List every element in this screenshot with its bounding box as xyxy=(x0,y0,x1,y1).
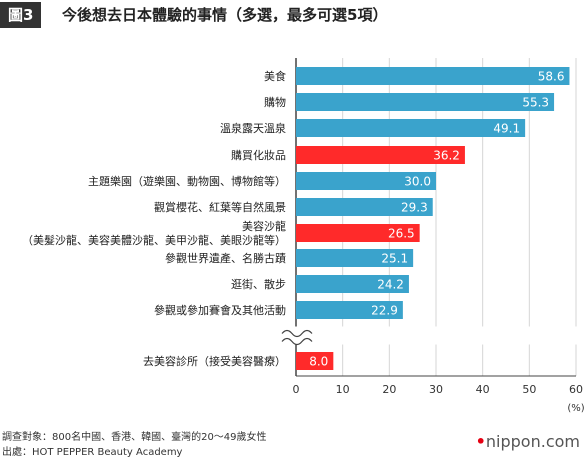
survey-note: 調查對象：800名中國、香港、韓國、臺灣的20～49歲女性 xyxy=(2,432,267,443)
category-label: 美食 xyxy=(264,69,286,83)
category-label: 主題樂園（遊樂園、動物園、博物館等） xyxy=(88,174,286,188)
axis-break-squiggle-icon xyxy=(281,337,313,346)
bar xyxy=(296,198,433,216)
brand-dot-icon: • xyxy=(475,432,486,451)
bar-value-label: 29.3 xyxy=(401,201,428,215)
bar xyxy=(296,249,414,267)
category-label: 參觀或參加賽會及其他活動 xyxy=(154,303,286,317)
category-label: 美容沙龍 xyxy=(242,219,286,233)
chart-footer: 調查對象：800名中國、香港、韓國、臺灣的20～49歲女性 出處：HOT PEP… xyxy=(0,428,584,459)
x-tick-label: 10 xyxy=(336,383,350,396)
figure-number-badge: 圖3 xyxy=(0,2,42,28)
bar-value-label: 8.0 xyxy=(309,355,328,369)
bar xyxy=(296,275,409,293)
bar-value-label: 22.9 xyxy=(371,304,398,318)
bar-value-label: 49.1 xyxy=(493,122,520,136)
category-label: 溫泉露天溫泉 xyxy=(220,121,286,135)
category-label: 去美容診所（接受美容醫療） xyxy=(143,354,286,368)
category-label: 逛街、散步 xyxy=(231,277,286,291)
bar xyxy=(296,301,403,319)
brand-logo[interactable]: •nippon.com xyxy=(476,432,580,451)
bar-value-label: 55.3 xyxy=(522,96,549,110)
category-label: 參觀世界遺產、名勝古蹟 xyxy=(165,251,286,265)
bar-value-label: 30.0 xyxy=(404,175,431,189)
bar-chart: 0 10 20 30 40 50 60 (%) 58.6 美食 55.3 購物 49.1 溫泉露天溫泉 36… xyxy=(22,58,584,414)
bar xyxy=(296,119,526,137)
category-label: 購物 xyxy=(264,95,286,109)
bar-value-label: 36.2 xyxy=(433,149,460,163)
x-axis-unit-label: (%) xyxy=(567,403,584,414)
axis-break-gap xyxy=(288,326,580,345)
bar xyxy=(296,172,436,190)
x-tick-label: 20 xyxy=(382,383,396,396)
category-label: 購買化妝品 xyxy=(231,148,286,162)
brand-text: nippon.com xyxy=(485,432,580,451)
x-tick-label: 40 xyxy=(476,383,490,396)
bar-value-label: 26.5 xyxy=(388,227,415,241)
bar-value-label: 58.6 xyxy=(538,70,565,84)
chart-title: 今後想去日本體驗的事情（多選，最多可選5項） xyxy=(62,6,388,24)
bar xyxy=(296,93,555,111)
bar-value-label: 25.1 xyxy=(381,252,408,266)
bar xyxy=(296,224,420,242)
category-label: （美髮沙龍、美容美體沙龍、美甲沙龍、美眼沙龍等） xyxy=(22,233,286,247)
x-tick-label: 50 xyxy=(522,383,536,396)
x-tick-label: 0 xyxy=(293,383,300,396)
bar xyxy=(296,67,570,85)
bar-value-label: 24.2 xyxy=(377,278,404,292)
bar xyxy=(296,146,465,164)
chart-header: 圖3 今後想去日本體驗的事情（多選，最多可選5項） xyxy=(0,0,584,32)
axis-break-squiggle-icon xyxy=(281,329,313,338)
x-tick-label: 30 xyxy=(429,383,443,396)
category-label: 觀賞櫻花、紅葉等自然風景 xyxy=(154,200,286,214)
source-note: 出處：HOT PEPPER Beauty Academy xyxy=(2,447,183,458)
bar xyxy=(296,352,334,370)
x-tick-label: 60 xyxy=(569,383,583,396)
